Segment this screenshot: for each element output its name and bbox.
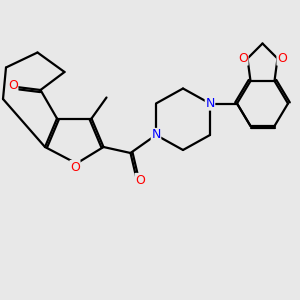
Text: N: N (205, 97, 215, 110)
Text: O: O (8, 79, 18, 92)
Text: O: O (135, 173, 145, 187)
Text: O: O (70, 160, 80, 174)
Text: O: O (277, 52, 287, 65)
Text: O: O (238, 52, 248, 65)
Text: N: N (151, 128, 161, 142)
